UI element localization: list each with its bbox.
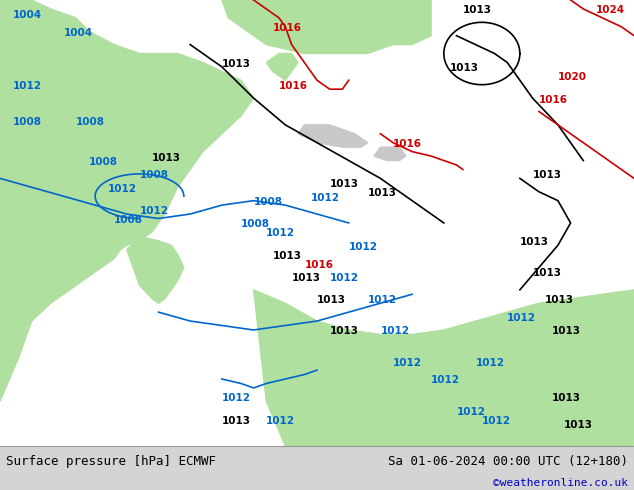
- Text: 1008: 1008: [13, 117, 42, 127]
- Polygon shape: [0, 0, 254, 401]
- Text: 1012: 1012: [311, 193, 340, 203]
- Text: 1008: 1008: [76, 117, 105, 127]
- Text: 1012: 1012: [476, 358, 505, 368]
- Text: 1016: 1016: [279, 81, 308, 91]
- Text: 1013: 1013: [330, 179, 359, 189]
- Text: 1012: 1012: [108, 184, 137, 194]
- Text: 1013: 1013: [533, 269, 562, 278]
- Polygon shape: [374, 147, 406, 161]
- Text: 1013: 1013: [552, 393, 581, 403]
- Text: 1008: 1008: [139, 171, 169, 180]
- Text: 1012: 1012: [456, 407, 486, 416]
- Text: 1013: 1013: [552, 326, 581, 337]
- Text: 1013: 1013: [222, 416, 251, 426]
- Text: 1013: 1013: [222, 59, 251, 69]
- Polygon shape: [266, 53, 298, 80]
- Text: 1008: 1008: [114, 215, 143, 225]
- Text: 1012: 1012: [368, 295, 397, 305]
- Text: 1012: 1012: [393, 358, 422, 368]
- Text: ©weatheronline.co.uk: ©weatheronline.co.uk: [493, 478, 628, 489]
- Text: 1016: 1016: [393, 139, 422, 149]
- Text: 1013: 1013: [368, 188, 397, 198]
- Text: 1012: 1012: [266, 416, 295, 426]
- Text: 1013: 1013: [520, 237, 549, 247]
- Text: 1013: 1013: [533, 171, 562, 180]
- Text: 1013: 1013: [463, 5, 492, 15]
- Polygon shape: [254, 290, 634, 446]
- Text: 1012: 1012: [380, 326, 410, 337]
- Text: 1013: 1013: [152, 152, 181, 163]
- Text: 1012: 1012: [13, 81, 42, 91]
- Polygon shape: [298, 125, 368, 147]
- Text: 1008: 1008: [89, 157, 118, 167]
- Text: 1004: 1004: [13, 10, 42, 20]
- Text: 1013: 1013: [545, 295, 574, 305]
- Text: 1012: 1012: [222, 393, 251, 403]
- Text: 1004: 1004: [63, 27, 93, 38]
- Text: 1013: 1013: [273, 250, 302, 261]
- Text: 1008: 1008: [241, 220, 270, 229]
- Text: 1012: 1012: [507, 313, 536, 323]
- Text: 1012: 1012: [349, 242, 378, 252]
- Text: 1012: 1012: [431, 375, 460, 386]
- Text: 1013: 1013: [330, 326, 359, 337]
- Text: 1016: 1016: [304, 260, 333, 270]
- Polygon shape: [57, 67, 108, 178]
- Text: 1012: 1012: [482, 416, 511, 426]
- Text: 1016: 1016: [539, 95, 568, 104]
- Text: 1016: 1016: [273, 23, 302, 33]
- Polygon shape: [222, 0, 431, 53]
- Text: 1013: 1013: [292, 273, 321, 283]
- Text: 1020: 1020: [558, 72, 587, 82]
- Text: 1012: 1012: [139, 206, 169, 216]
- Text: 1008: 1008: [254, 197, 283, 207]
- Text: 1012: 1012: [330, 273, 359, 283]
- Text: 1013: 1013: [317, 295, 346, 305]
- Text: 1013: 1013: [450, 63, 479, 74]
- Text: 1013: 1013: [564, 420, 593, 430]
- Text: 1024: 1024: [596, 5, 625, 15]
- Text: Sa 01-06-2024 00:00 UTC (12+180): Sa 01-06-2024 00:00 UTC (12+180): [387, 455, 628, 468]
- Text: Surface pressure [hPa] ECMWF: Surface pressure [hPa] ECMWF: [6, 455, 216, 468]
- Polygon shape: [127, 236, 184, 303]
- Text: 1012: 1012: [266, 228, 295, 238]
